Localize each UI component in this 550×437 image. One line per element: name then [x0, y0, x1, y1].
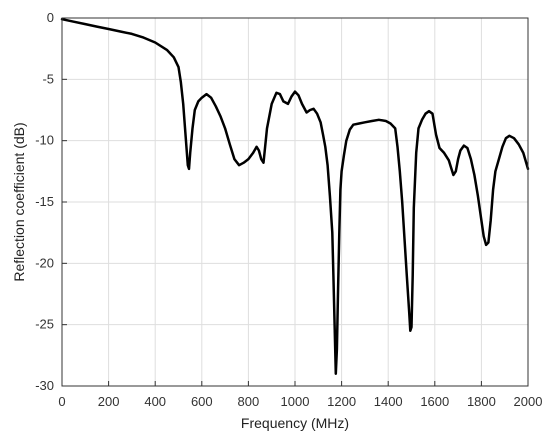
x-tick-label: 400 [144, 394, 166, 409]
y-tick-label: -5 [42, 71, 54, 86]
x-axis-title: Frequency (MHz) [241, 415, 349, 431]
y-tick-label: -20 [35, 255, 54, 270]
x-tick-label: 1000 [281, 394, 310, 409]
series-layer [60, 17, 530, 375]
x-tick-label: 2000 [514, 394, 543, 409]
y-tick-label: -30 [35, 378, 54, 393]
x-tick-label: 200 [98, 394, 120, 409]
x-tick-label: 800 [238, 394, 260, 409]
series-line [60, 17, 530, 375]
y-axis-title: Reflection coefficient (dB) [11, 122, 27, 281]
x-tick-label: 1800 [467, 394, 496, 409]
plot-frame [61, 17, 529, 387]
y-tick-label: -10 [35, 133, 54, 148]
x-tick-label: 1600 [420, 394, 449, 409]
grid [61, 17, 529, 387]
y-tick-label: -25 [35, 317, 54, 332]
x-tick-label: 1200 [327, 394, 356, 409]
y-tick-label: -15 [35, 194, 54, 209]
x-tick-label: 0 [58, 394, 65, 409]
x-tick-label: 1400 [374, 394, 403, 409]
tick-labels: 0 200 400 600 800 1000 1200 1400 1600 1800 2000 0 -5… [35, 10, 542, 409]
x-tick-label: 600 [191, 394, 213, 409]
y-tick-label: 0 [47, 10, 54, 25]
